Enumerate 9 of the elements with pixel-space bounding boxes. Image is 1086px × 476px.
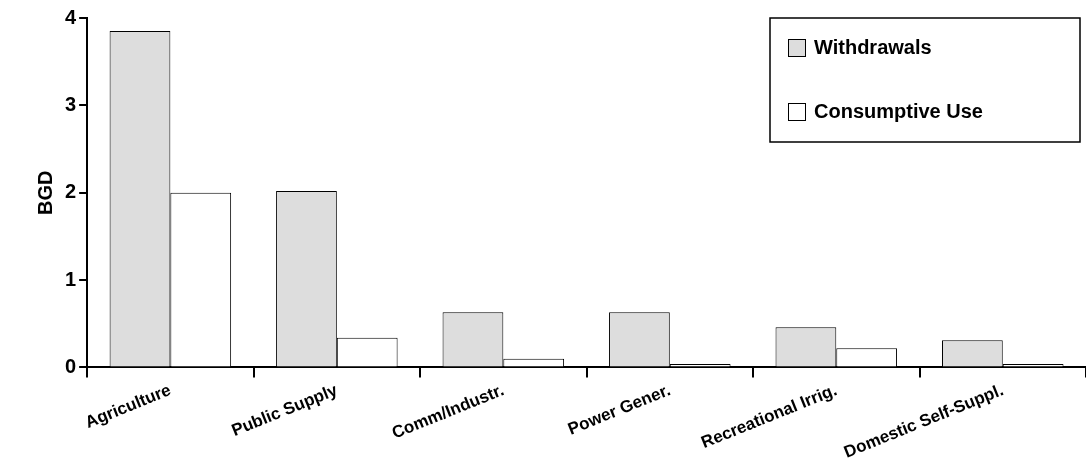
legend-label: Consumptive Use	[814, 99, 983, 122]
x-tick-label: Power Gener.	[565, 380, 674, 439]
y-tick-label: 2	[65, 180, 77, 203]
y-axis-title: BGD	[33, 170, 56, 215]
y-tick-label: 1	[65, 267, 77, 290]
legend-label: Withdrawals	[814, 35, 932, 58]
y-tick-label: 0	[65, 354, 77, 377]
y-tick-label: 4	[65, 5, 77, 28]
y-tick-label: 3	[65, 92, 77, 115]
